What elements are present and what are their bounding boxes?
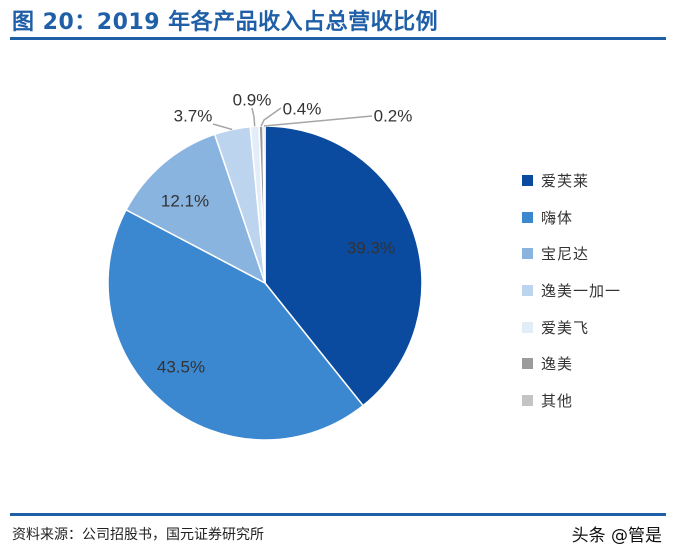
data-label: 3.7% [174,106,213,125]
legend-item-baonida: 宝尼达 [522,235,621,272]
legend-label: 爱美飞 [541,318,590,337]
legend-item-aifulai: 爱芙莱 [522,162,621,199]
pie-chart: 39.3% 43.5% 12.1% 3.7% 0.9% 0.4% 0.2% [107,90,423,441]
legend-swatch [522,248,533,260]
legend-label: 爱芙莱 [541,171,590,190]
data-label: 43.5% [157,357,205,376]
legend-swatch [522,211,533,223]
legend-item-aimeifei: 爱美飞 [522,309,621,346]
data-label: 0.4% [283,99,322,118]
title-rule [10,37,666,40]
legend-label: 逸美一加一 [541,281,622,300]
footer-rule [10,513,666,516]
leader-line [212,123,233,131]
legend-label: 其他 [541,391,574,410]
source-note: 资料来源：公司招股书，国元证券研究所 [12,527,264,543]
leader-line [251,107,256,127]
legend-swatch [522,284,533,296]
data-label: 39.3% [347,238,395,257]
chart-legend: 爱芙莱 嗨体 宝尼达 逸美一加一 爱美飞 逸美 其他 [522,162,621,419]
legend-item-haiti: 嗨体 [522,199,621,236]
legend-label: 逸美 [541,355,574,374]
watermark: 头条 @管是 [567,519,666,548]
legend-swatch [522,321,533,333]
legend-label: 宝尼达 [541,245,590,264]
data-label: 12.1% [161,191,209,210]
legend-item-yimei: 逸美 [522,345,621,382]
slice-haiti [107,208,365,441]
legend-label: 嗨体 [541,208,574,227]
data-label: 0.9% [233,90,272,109]
legend-swatch [522,394,533,406]
legend-item-other: 其他 [522,382,621,419]
legend-swatch [522,358,533,370]
slice-aifulai [264,125,423,407]
legend-item-yimei-jiayi: 逸美一加一 [522,272,621,309]
leader-line [260,107,282,127]
data-label: 0.2% [374,106,413,125]
figure-title: 图 20：2019 年各产品收入占总营收比例 [12,10,439,35]
slice-baonida [125,133,267,285]
legend-swatch [522,174,533,186]
leader-line [263,115,373,127]
